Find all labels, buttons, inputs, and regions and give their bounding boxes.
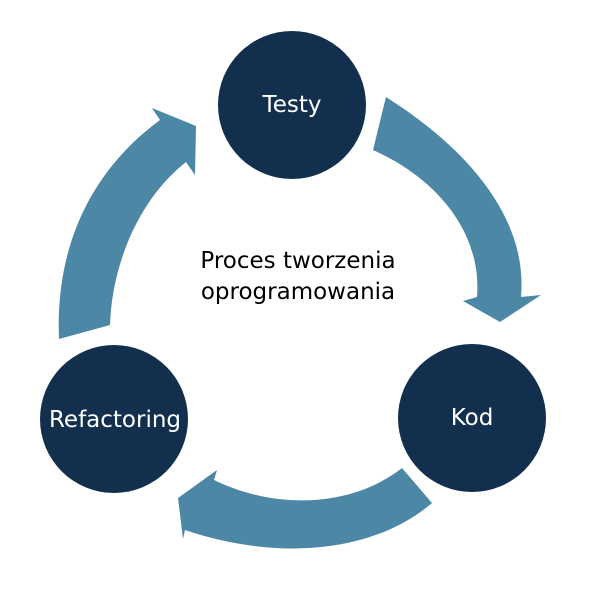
node-refactoring-label: Refactoring: [49, 407, 181, 433]
center-title-line1: Proces tworzenia: [200, 248, 395, 274]
node-testy: Testy: [218, 31, 366, 179]
node-refactoring: Refactoring: [40, 345, 188, 493]
node-testy-label: Testy: [262, 92, 322, 118]
node-kod-circle: [398, 344, 546, 492]
arrow-refactoring-to-testy: [58, 108, 196, 339]
node-kod-label: Kod: [451, 405, 494, 431]
arrow-kod-to-refactoring: [178, 468, 432, 549]
node-testy-circle: [218, 31, 366, 179]
node-refactoring-circle: [40, 345, 188, 493]
arrow-testy-to-kod: [373, 97, 541, 322]
node-kod: Kod: [398, 344, 546, 492]
center-title-line2: oprogramowania: [201, 279, 395, 305]
